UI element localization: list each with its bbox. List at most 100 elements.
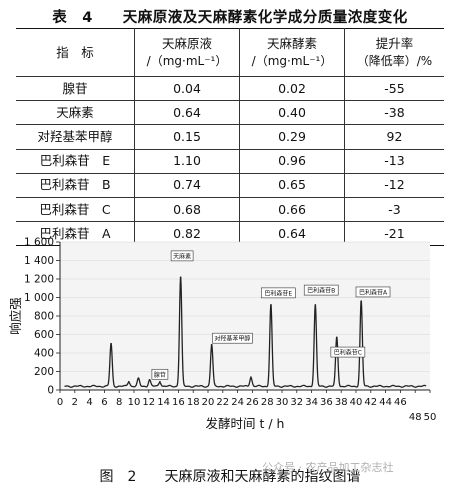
cell-raw-liquid: 0.64 [134,100,240,126]
annotation-frame [355,286,391,298]
peak-5 [179,276,182,278]
cell-rate: -12 [344,173,444,198]
table-row: 天麻素 0.64 0.40 -38 [16,100,444,126]
x-tick-label: 2 [72,397,78,408]
table-row: 巴利森苷 C 0.68 0.66 -3 [16,197,444,223]
annotation-label: 腺苷 [154,371,166,379]
annotation-box: 巴利森苷E [260,287,296,299]
x-tick-label: 10 [128,397,141,408]
annotation-label: 巴利森苷E [264,289,292,297]
peak-7 [250,376,252,378]
y-axis-label: 响应强 [8,297,23,335]
x-tick-label: 28 [261,397,274,408]
x-tick-label: 34 [305,397,318,408]
cell-rate: -55 [344,76,444,102]
peak-0 [110,342,112,345]
cell-ferment: 0.66 [239,197,345,223]
figure-caption: 图 2 天麻原液和天麻酵素的指纹图谱 [99,469,361,485]
cell-indicator: 对羟基苯甲醇 [16,124,135,150]
cell-indicator: 巴利森苷 E [16,149,135,174]
x-tick-label: 50 [424,412,437,423]
annotation-frame [151,368,169,380]
cell-rate: -13 [344,149,444,174]
annotation-box: 腺苷 [151,368,169,380]
peak-9 [314,304,317,306]
annotation-label: 天麻素 [173,252,191,260]
peak-3 [148,379,151,381]
x-tick-label: 36 [320,397,333,408]
annotation-frame [303,284,339,296]
x-tick-label: 22 [216,397,229,408]
x-tick-label: 32 [290,397,303,408]
y-tick-label: 400 [34,348,54,360]
table-caption: 表 4 天麻原液及天麻酵素化学成分质量浓度变化 [52,10,408,26]
x-tick-label: 18 [187,397,200,408]
table-row: 腺苷 0.04 0.02 -55 [16,76,444,102]
annotation-frame [260,287,296,299]
peak-1 [128,380,130,383]
x-tick-label: 6 [101,397,107,408]
x-tick-label: 38 [335,397,348,408]
y-tick-label: 1 600 [24,237,54,249]
annotation-label: 对羟基苯甲醇 [214,335,250,343]
x-axis-label: 发酵时间 t / h [206,416,285,431]
table-row: 对羟基苯甲醇 0.15 0.29 92 [16,124,444,150]
cell-raw-liquid: 0.15 [134,124,240,150]
peak-4 [159,380,161,383]
x-tick-label: 0 [57,397,63,408]
y-tick-label: 1 400 [24,255,54,267]
x-tick-label: 30 [276,397,289,408]
x-tick-label: 46 [394,397,407,408]
annotation-frame [170,250,194,262]
cell-indicator: 巴利森苷 B [16,173,135,198]
composition-table: 指 标 天麻原液/（mg·mL⁻¹） 天麻酵素/（mg·mL⁻¹） 提升率 （降低… [16,28,444,247]
annotation-box: 巴利森苷A [355,286,391,298]
y-tick-label: 200 [34,366,54,378]
x-tick-label: 4 [86,397,92,408]
header-ferment: 天麻酵素/（mg·mL⁻¹） [239,28,345,77]
cell-rate: 92 [344,124,444,150]
peak-6 [210,343,213,346]
x-tick-label: 48 [409,412,422,423]
x-tick-label: 8 [116,397,122,408]
peak-11 [360,300,362,302]
annotation-label: 巴利森苷B [307,287,335,295]
x-tick-label: 14 [157,397,170,408]
watermark: 公众号 · 农产品加工杂志社 [262,461,394,474]
x-tick-label: 26 [246,397,259,408]
annotation-label: 巴利森苷A [359,288,388,296]
x-tick-label: 24 [231,397,244,408]
cell-indicator: 巴利森苷 C [16,197,135,223]
cell-raw-liquid: 0.68 [134,197,240,223]
table-row: 巴利森苷 E 1.10 0.96 -13 [16,149,444,174]
table-header-row: 指 标 天麻原液/（mg·mL⁻¹） 天麻酵素/（mg·mL⁻¹） 提升率 （降低… [16,28,444,77]
cell-rate: -3 [344,197,444,223]
y-tick-label: 1 000 [24,292,54,304]
peak-10 [335,336,338,339]
header-rate: 提升率 （降低率）/% [344,28,444,77]
x-tick-label: 40 [350,397,363,408]
y-tick-label: 1 200 [24,274,54,286]
cell-ferment: 0.96 [239,149,345,174]
y-tick-label: 800 [34,311,54,323]
header-raw-liquid: 天麻原液/（mg·mL⁻¹） [134,28,240,77]
cell-rate: -38 [344,100,444,126]
annotation-box: 对羟基苯甲醇 [212,332,253,344]
table-row: 巴利森苷 B 0.74 0.65 -12 [16,173,444,198]
cell-ferment: 0.29 [239,124,345,150]
annotation-box: 天麻素 [170,250,194,262]
cell-indicator: 腺苷 [16,76,135,102]
y-tick-label: 0 [47,385,54,397]
chromatogram-trace [64,276,427,388]
cell-ferment: 0.40 [239,100,345,126]
x-tick-label: 20 [202,397,215,408]
x-tick-label: 16 [172,397,185,408]
cell-raw-liquid: 1.10 [134,149,240,174]
peak-8 [270,304,272,306]
cell-raw-liquid: 0.04 [134,76,240,102]
y-tick-label: 600 [34,329,54,341]
annotation-box: 巴利森苷C [330,346,366,358]
peak-2 [137,378,140,380]
x-tick-label: 42 [364,397,377,408]
